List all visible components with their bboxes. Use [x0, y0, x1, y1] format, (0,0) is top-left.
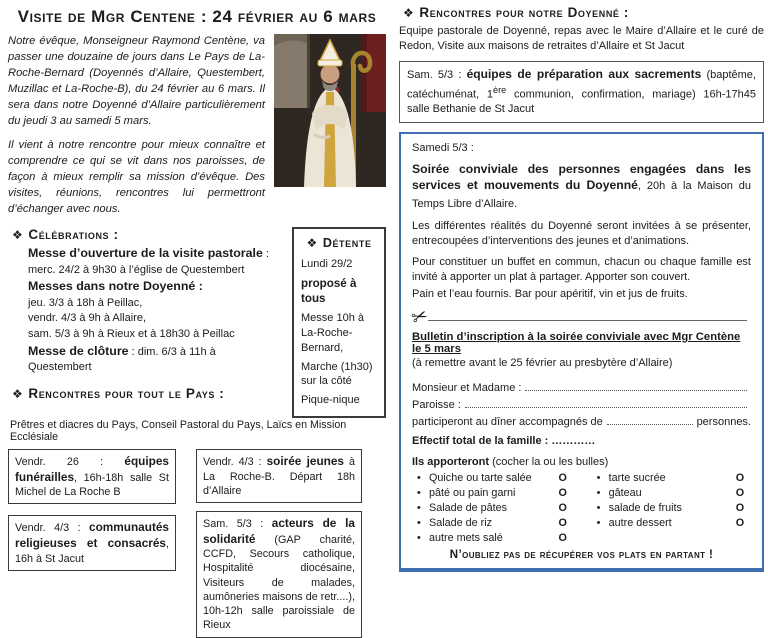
- field-label: participeront au dîner accompagnés de: [412, 416, 603, 428]
- apport-item: • salade de fruits O: [592, 502, 747, 514]
- event-paragraph: Pain et l’eau fournis. Bar pour apéritif…: [412, 288, 688, 301]
- left-column: Visite de Mgr Centene : 24 février au 6 …: [8, 5, 386, 638]
- newsletter-page: Visite de Mgr Centene : 24 février au 6 …: [8, 5, 764, 638]
- apport-item: • pâté ou pain garni O: [412, 487, 570, 499]
- footer-note: N’oubliez pas de récupérer vos plats en …: [449, 549, 714, 561]
- detente-box: ❖ Détente Lundi 29/2 proposé à tous Messe…: [292, 226, 386, 419]
- event-date: Samedi 5/3 :: [412, 141, 474, 154]
- event-box-communautes: Vendr. 4/3 : communautés religieuses et …: [8, 515, 176, 571]
- detente-line: Marche (1h30) sur la côté: [301, 360, 373, 388]
- detente-line: Messe 10h à La-Roche-Bernard,: [301, 311, 364, 354]
- apport-item: • gâteau O: [592, 487, 747, 499]
- diamond-icon: ❖: [12, 386, 24, 401]
- check-bubble[interactable]: O: [558, 502, 567, 514]
- bullet-icon: •: [417, 502, 421, 514]
- celebrations-heading: ❖ Célébrations :: [12, 226, 119, 242]
- doyenne-heading: ❖ Rencontres pour notre Doyenné :: [403, 5, 629, 20]
- bullet-icon: •: [596, 517, 601, 529]
- celebration-line: Messes dans notre Doyenné :: [28, 279, 203, 294]
- diamond-icon: ❖: [12, 227, 24, 242]
- celebration-line: Messe de clôture : dim. 6/3 à 11h à Ques…: [28, 343, 216, 374]
- apport-item: • tarte sucrée O: [592, 472, 747, 484]
- doyenne-intro: Equipe pastorale de Doyenné, repas avec …: [399, 25, 764, 53]
- detente-line: proposé à tous: [301, 276, 357, 306]
- page-title: Visite de Mgr Centene : 24 février au 6 …: [17, 7, 377, 26]
- field-label: Monsieur et Madame :: [412, 382, 522, 394]
- pays-boxes-right: Vendr. 4/3 : soirée jeunes à La Roche-B.…: [196, 449, 362, 638]
- bullet-icon: •: [596, 472, 601, 484]
- bullet-icon: •: [417, 472, 421, 484]
- diamond-icon: ❖: [403, 6, 415, 20]
- check-bubble[interactable]: O: [735, 472, 745, 484]
- superscript: ère: [493, 84, 507, 95]
- celebration-line: merc. 24/2 à 9h30 à l’église de Questemb…: [28, 263, 245, 276]
- form-field-paroisse: Paroisse :: [412, 397, 751, 411]
- event-paragraph: Pour constituer un buffet en commun, cha…: [412, 256, 751, 284]
- celebrations-section: ❖ Célébrations : Messe d’ouverture de la …: [8, 227, 282, 418]
- bullet-icon: •: [596, 487, 601, 499]
- bullet-icon: •: [417, 532, 421, 544]
- intro-text: Notre évêque, Monseigneur Raymond Centèn…: [8, 34, 265, 218]
- pays-boxes-left: Vendr. 26 : équipes funérailles, 16h-18h…: [8, 449, 176, 638]
- field-label: Paroisse :: [412, 399, 461, 411]
- field-label: personnes.: [696, 416, 751, 428]
- apport-item: • Salade de pâtes O: [412, 502, 570, 514]
- paroisse-input-line[interactable]: [464, 397, 747, 408]
- event-box-sacrements: Sam. 5/3 : équipes de préparation aux sa…: [399, 61, 764, 123]
- check-bubble[interactable]: O: [558, 532, 567, 544]
- celebration-line: sam. 5/3 à 9h à Rieux et à 18h30 à Peill…: [28, 328, 235, 341]
- form-field-personnes: participeront au dîner accompagnés de pe…: [412, 414, 751, 428]
- apport-item: • Quiche ou tarte salée O: [412, 472, 570, 484]
- effectif-total: Effectif total de la famille : …………: [412, 435, 596, 447]
- apport-item: • autre mets salé O: [412, 532, 570, 544]
- apport-column-left: • Quiche ou tarte salée O • pâté ou pain ga…: [412, 472, 592, 544]
- bullet-icon: •: [417, 487, 421, 499]
- diamond-icon: ❖: [306, 235, 318, 250]
- celebration-line: vendr. 4/3 à 9h à Allaire,: [28, 312, 147, 325]
- detente-line: Pique-nique: [301, 394, 360, 407]
- event-paragraph: Les différentes réalités du Doyenné sero…: [412, 219, 751, 247]
- bulletin-subtitle: (à remettre avant le 25 février au presb…: [412, 357, 673, 369]
- intro-paragraph-2: Il vient à notre rencontre pour mieux co…: [8, 139, 265, 216]
- apport-item: • Salade de riz O: [412, 517, 570, 529]
- detente-line: Lundi 29/2: [301, 257, 353, 270]
- pays-subtitle: Prêtres et diacres du Pays, Conseil Past…: [10, 419, 347, 444]
- bullet-icon: •: [417, 517, 421, 529]
- apport-heading: Ils apporteront (cocher la ou les bulles…: [412, 456, 609, 468]
- check-bubble[interactable]: O: [735, 487, 745, 499]
- bullet-icon: •: [596, 502, 601, 514]
- check-bubble[interactable]: O: [735, 517, 745, 529]
- event-box-funerailles: Vendr. 26 : équipes funérailles, 16h-18h…: [8, 449, 176, 505]
- check-bubble[interactable]: O: [558, 472, 567, 484]
- pays-boxes: Vendr. 26 : équipes funérailles, 16h-18h…: [8, 449, 386, 638]
- celebration-line: Messe d’ouverture de la visite pastorale…: [28, 245, 269, 260]
- names-input-line[interactable]: [525, 380, 747, 391]
- check-bubble[interactable]: O: [558, 487, 567, 499]
- soiree-conviviale-box: Samedi 5/3 : Soirée conviviale des perso…: [399, 131, 764, 572]
- bulletin-title: Bulletin d’inscription à la soirée convi…: [412, 331, 741, 355]
- check-bubble[interactable]: O: [558, 517, 567, 529]
- event-title: Soirée conviviale des personnes engagées…: [412, 161, 751, 210]
- celebration-line: jeu. 3/3 à 18h à Peillac,: [28, 296, 143, 309]
- cut-line: ✂: [408, 304, 751, 330]
- detente-heading: ❖ Détente: [306, 235, 372, 250]
- celebrations-list: Messe d’ouverture de la visite pastorale…: [28, 245, 282, 376]
- cut-rule: [427, 320, 747, 321]
- apport-checklist: • Quiche ou tarte salée O • pâté ou pain ga…: [412, 472, 751, 544]
- pays-heading: ❖ Rencontres pour tout le Pays :: [12, 385, 225, 401]
- form-field-names: Monsieur et Madame :: [412, 380, 751, 394]
- event-box-solidarite: Sam. 5/3 : acteurs de la solidarité (GAP…: [196, 511, 362, 638]
- right-column: ❖ Rencontres pour notre Doyenné : Equipe …: [399, 5, 764, 572]
- apport-item: • autre dessert O: [592, 517, 747, 529]
- intro-paragraph-1: Notre évêque, Monseigneur Raymond Centèn…: [8, 35, 265, 127]
- personnes-input-line[interactable]: [606, 414, 693, 425]
- scissors-icon: ✂: [408, 304, 432, 330]
- check-bubble[interactable]: O: [735, 502, 745, 514]
- apport-column-right: • tarte sucrée O • gâteau O • salade de fruit…: [592, 472, 751, 544]
- event-box-soiree-jeunes: Vendr. 4/3 : soirée jeunes à La Roche-B.…: [196, 449, 362, 504]
- intro-section: Notre évêque, Monseigneur Raymond Centèn…: [8, 34, 386, 218]
- bishop-photo: [274, 34, 386, 187]
- celebrations-detente-row: ❖ Célébrations : Messe d’ouverture de la …: [8, 226, 386, 419]
